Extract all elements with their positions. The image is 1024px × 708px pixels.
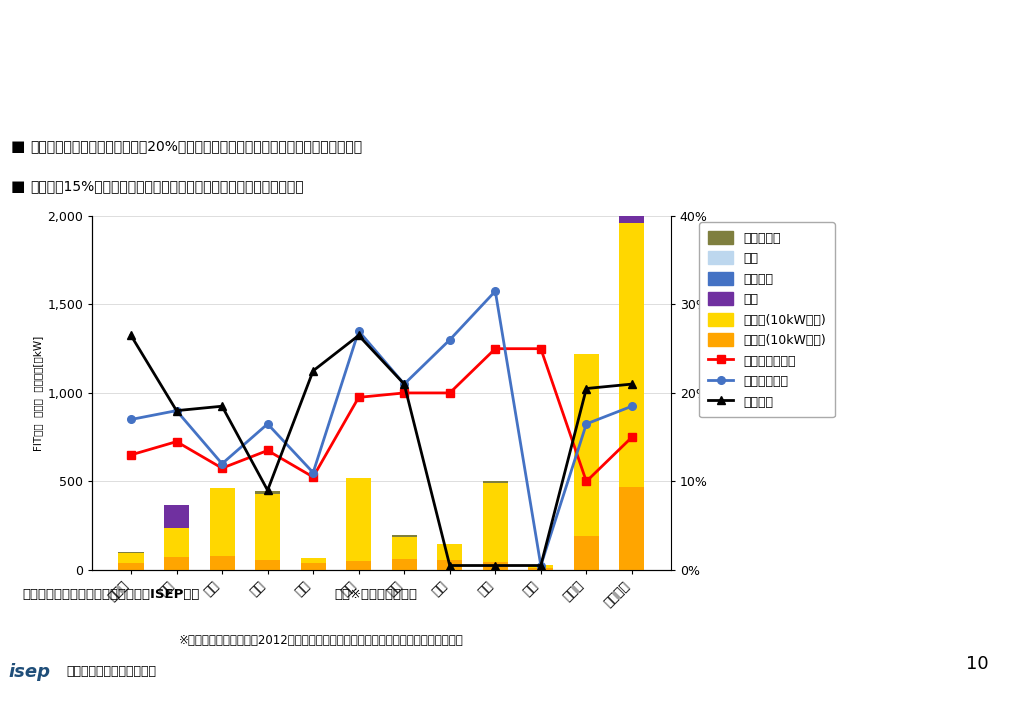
Bar: [164, 528, 189, 556]
Bar: [482, 483, 508, 561]
Bar: [482, 561, 508, 570]
Bar: [164, 556, 189, 570]
Bar: [392, 559, 417, 570]
Text: 10: 10: [966, 655, 988, 673]
Text: ※「全設備容量比率」：2012年度末時点の全発電設備の容量に対する設備認定の比率: ※「全設備容量比率」：2012年度末時点の全発電設備の容量に対する設備認定の比率: [179, 634, 464, 647]
Text: ※移行認定を含む: ※移行認定を含む: [335, 588, 418, 601]
Text: 環境エネルギー政策研究所: 環境エネルギー政策研究所: [67, 665, 157, 678]
Text: ■: ■: [10, 139, 25, 154]
Bar: [620, 189, 644, 198]
Bar: [255, 491, 281, 494]
Y-axis label: FIT制度  導入方  設備容量[万kW]: FIT制度 導入方 設備容量[万kW]: [33, 336, 43, 450]
Legend: バイオマス, 地熱, 中小水力, 風力, 太陽光(10kW以上), 太陽光(10kW未満), 全設備容量比率, 最大電力比率, 原発比率: バイオマス, 地熱, 中小水力, 風力, 太陽光(10kW以上), 太陽光(10…: [699, 222, 835, 417]
Bar: [255, 494, 281, 559]
Bar: [620, 198, 644, 223]
Bar: [482, 481, 508, 483]
Bar: [573, 536, 599, 570]
Text: isep: isep: [8, 663, 50, 681]
Bar: [392, 535, 417, 537]
Text: 東北では15%程度で風力が半分。原発の設備容量に匹敵する導入量。: 東北では15%程度で風力が半分。原発の設備容量に匹敵する導入量。: [31, 179, 304, 193]
Text: 九州や四国では、全発電設備の20%を超える導入量に。西日本の導入比率が大きい。: 九州や四国では、全発電設備の20%を超える導入量に。西日本の導入比率が大きい。: [31, 139, 362, 154]
Bar: [620, 487, 644, 570]
Bar: [620, 185, 644, 189]
Text: 出所：資源エネルギー庁データからISEP作成: 出所：資源エネルギー庁データからISEP作成: [23, 588, 200, 601]
Text: 固定価格買取制度(FIT制度): 固定価格買取制度(FIT制度): [12, 29, 228, 53]
Text: 地域別の発電設備の導入状況(2015年3月末現在): 地域別の発電設備の導入状況(2015年3月末現在): [12, 79, 392, 103]
Bar: [528, 565, 553, 569]
Bar: [255, 559, 281, 570]
Bar: [573, 354, 599, 536]
Bar: [301, 564, 326, 570]
Bar: [119, 552, 143, 554]
Bar: [119, 564, 143, 570]
Bar: [346, 479, 371, 561]
Bar: [437, 560, 462, 570]
Bar: [528, 569, 553, 570]
Bar: [301, 558, 326, 564]
Bar: [164, 506, 189, 528]
Bar: [620, 179, 644, 185]
Bar: [437, 544, 462, 560]
Bar: [210, 556, 234, 570]
Bar: [119, 554, 143, 564]
Bar: [620, 223, 644, 487]
Bar: [392, 537, 417, 559]
Bar: [346, 561, 371, 570]
Text: ■: ■: [10, 179, 25, 194]
Bar: [210, 488, 234, 556]
